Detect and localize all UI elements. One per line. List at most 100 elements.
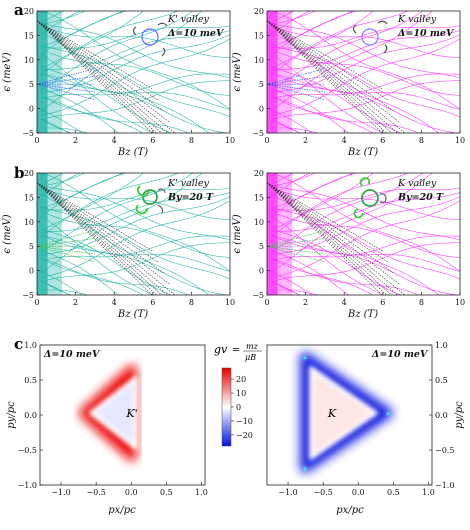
x-tick-label: 2 <box>303 298 308 307</box>
dense-band-fade <box>277 11 293 133</box>
fan-line <box>37 20 165 112</box>
level-line <box>40 206 230 280</box>
level-line <box>270 23 460 79</box>
level-line <box>40 249 120 295</box>
field-label: Δ=10 meV <box>43 349 101 360</box>
fan-line <box>37 20 153 90</box>
spectrum-lines-b-right <box>267 173 460 295</box>
level-line <box>40 257 190 295</box>
landau-levels <box>37 11 230 133</box>
x-tick-label: 8 <box>419 298 424 307</box>
y-tick-label: 5 <box>259 242 264 251</box>
level-line <box>40 192 230 233</box>
fan-line <box>37 20 162 133</box>
y-tick-label: 0 <box>259 105 264 114</box>
level-line <box>270 31 440 133</box>
y-tick-label: 1.0 <box>435 341 448 350</box>
level-line <box>270 95 374 133</box>
heatmap-c-left: −1.0 −0.5 0.0 0.5 1.0 −1.0 −0.5 0.0 0.5 1.0 K' Δ=… <box>6 341 208 516</box>
y-tick-label: 10 <box>254 218 264 227</box>
y-tick-label: −5 <box>252 129 264 138</box>
star-marker: ✶ <box>301 354 309 364</box>
x-tick-label: 0 <box>264 298 269 307</box>
level-line <box>40 187 230 211</box>
y-tick-label: 20 <box>254 169 264 178</box>
y-tick-label: 0.5 <box>24 376 37 385</box>
fan-line <box>267 182 406 295</box>
level-line <box>270 211 460 258</box>
level-line <box>271 11 460 110</box>
fan-line <box>267 20 401 123</box>
x-tick-label: 0.0 <box>125 488 138 497</box>
level-line <box>270 234 459 295</box>
y-tick-label: 5 <box>29 242 34 251</box>
x-tick-label: −0.5 <box>313 488 332 497</box>
fan-line <box>267 20 383 90</box>
level-line <box>270 11 358 47</box>
y-tick-label: 15 <box>254 193 264 202</box>
level-line <box>270 173 358 209</box>
y-tick-label: −0.5 <box>18 446 37 455</box>
level-line <box>40 87 120 133</box>
level-line <box>270 127 319 133</box>
y-tick-label: 10 <box>254 56 264 65</box>
y-tick-label: −1.0 <box>435 481 454 490</box>
fan-line <box>37 182 165 274</box>
level-line <box>270 206 460 280</box>
y-tick-label: −5 <box>22 291 34 300</box>
fan-line <box>267 182 399 295</box>
level-line <box>270 49 460 96</box>
fan-line <box>267 182 383 252</box>
landau-levels <box>267 173 460 295</box>
level-line <box>270 215 384 295</box>
fan-line <box>267 182 392 295</box>
level-line <box>40 193 210 295</box>
level-line <box>270 173 312 197</box>
level-line <box>270 249 350 295</box>
fan-line <box>267 182 387 295</box>
spectrum-lines-b-left <box>37 173 230 295</box>
field-label: Δ=10 meV <box>167 28 225 39</box>
x-tick-label: 0 <box>34 298 39 307</box>
x-tick-label: 10 <box>225 298 235 307</box>
level-line <box>270 66 402 133</box>
x-axis-label: Bz (T) <box>347 309 378 320</box>
y-axis-label: py/pc <box>454 401 465 429</box>
y-tick-label: 0.0 <box>435 411 448 420</box>
valley-label: K' valley <box>167 14 209 25</box>
axis-ticks: −1.0 −0.5 0.0 0.5 1.0 −1.0 −0.5 0.0 0.5 1.0 <box>18 341 208 497</box>
valley-label: K <box>327 407 337 420</box>
level-line <box>40 215 154 295</box>
x-tick-label: −0.5 <box>86 488 105 497</box>
fan-line <box>37 182 157 295</box>
level-line <box>40 270 83 295</box>
fan-line <box>267 20 387 133</box>
x-tick-label: 4 <box>112 298 117 307</box>
fan-line <box>37 182 169 295</box>
fan-line <box>37 182 171 285</box>
valley-label: K valley <box>397 14 437 25</box>
level-line <box>270 228 402 295</box>
x-axis-label: Bz (T) <box>117 147 148 158</box>
fan-line <box>37 20 157 133</box>
level-line <box>270 87 350 133</box>
level-line <box>40 95 144 133</box>
fermi-surface-inset <box>353 177 387 219</box>
panel-letter-b: b <box>14 164 25 182</box>
level-line <box>40 196 230 256</box>
accent-line <box>37 238 95 247</box>
colorbar-gradient <box>221 367 232 447</box>
x-tick-label: 2 <box>303 136 308 145</box>
y-axis-label: ϵ (meV) <box>232 214 243 253</box>
level-line <box>40 34 230 94</box>
y-axis-label: ϵ (meV) <box>232 52 243 91</box>
level-line <box>41 11 230 110</box>
level-line <box>270 173 317 187</box>
x-tick-label: 4 <box>342 136 347 145</box>
x-tick-label: 2 <box>73 136 78 145</box>
level-line <box>270 11 312 35</box>
level-line <box>270 196 460 256</box>
field-label: Δ=10 meV <box>397 28 455 39</box>
fan-line <box>267 20 392 133</box>
